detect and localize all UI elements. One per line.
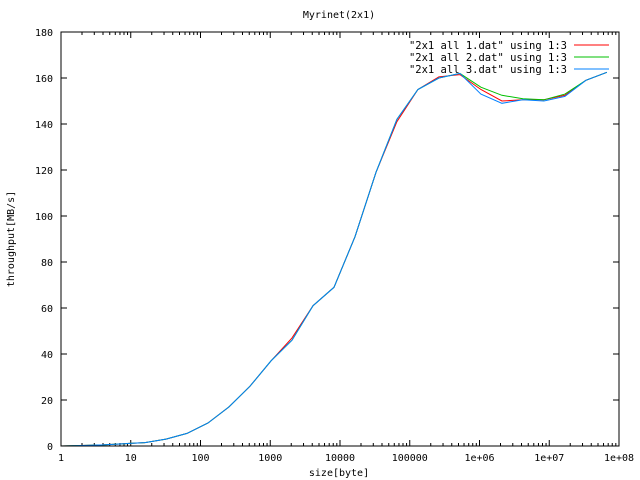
legend-label-1: "2x1 all 1.dat" using 1:3 xyxy=(409,40,567,52)
x-tick-label: 1e+07 xyxy=(534,453,564,464)
x-tick-label: 1 xyxy=(58,453,64,464)
x-axis-label: size[byte] xyxy=(309,468,369,479)
x-tick-label: 1000 xyxy=(258,453,282,464)
y-tick-label: 160 xyxy=(35,74,53,85)
series-line-3 xyxy=(60,71,608,447)
x-tick-label: 1e+08 xyxy=(604,453,634,464)
x-tick-label: 10000 xyxy=(325,453,355,464)
y-tick-label: 20 xyxy=(41,396,53,407)
y-tick-label: 100 xyxy=(35,212,53,223)
y-tick-label: 60 xyxy=(41,304,53,315)
legend-label-2: "2x1 all 2.dat" using 1:3 xyxy=(409,52,567,64)
series-lines xyxy=(60,71,608,447)
y-tick-label: 80 xyxy=(41,258,53,269)
legend-label-3: "2x1 all 3.dat" using 1:3 xyxy=(409,64,567,76)
y-tick-label: 140 xyxy=(35,120,53,131)
chart-title: Myrinet(2x1) xyxy=(303,10,375,21)
y-tick-label: 0 xyxy=(47,442,53,453)
y-tick-label: 40 xyxy=(41,350,53,361)
x-tick-label: 10 xyxy=(125,453,137,464)
x-tick-label: 100 xyxy=(191,453,209,464)
y-tick-label: 180 xyxy=(35,28,53,39)
legend: "2x1 all 1.dat" using 1:3"2x1 all 2.dat"… xyxy=(409,40,609,76)
x-tick-label: 100000 xyxy=(392,453,428,464)
plot-frame xyxy=(60,31,620,447)
x-tick-label: 1e+06 xyxy=(464,453,494,464)
y-tick-label: 120 xyxy=(35,166,53,177)
y-axis-label: throughput[MB/s] xyxy=(6,191,17,287)
